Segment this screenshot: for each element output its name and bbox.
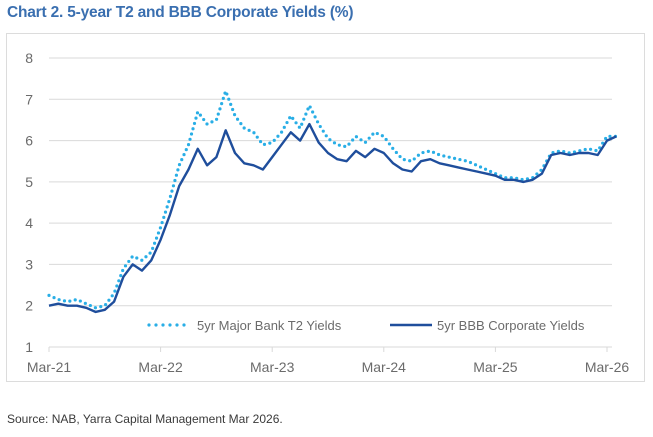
- y-tick-label: 4: [25, 215, 33, 231]
- x-tick-label: Mar-23: [250, 359, 295, 375]
- y-tick-label: 1: [25, 339, 33, 355]
- x-tick-label: Mar-24: [362, 359, 407, 375]
- x-axis-ticks: Mar-21 Mar-22 Mar-23 Mar-24 Mar-25 Mar-26: [27, 347, 630, 375]
- x-tick-label: Mar-21: [27, 359, 72, 375]
- legend-bbb-label: 5yr BBB Corporate Yields: [437, 318, 585, 333]
- series-layer: [47, 86, 618, 314]
- y-tick-label: 8: [25, 50, 33, 66]
- x-tick-label: Mar-25: [473, 359, 518, 375]
- x-tick-label: Mar-22: [138, 359, 183, 375]
- legend-t2-label: 5yr Major Bank T2 Yields: [197, 318, 342, 333]
- y-tick-label: 7: [25, 91, 33, 107]
- y-tick-label: 6: [25, 133, 33, 149]
- chart-frame: [6, 33, 645, 382]
- chart-title: Chart 2. 5-year T2 and BBB Corporate Yie…: [7, 4, 354, 21]
- gridlines: [49, 57, 612, 348]
- legend: 5yr Major Bank T2 Yields 5yr BBB Corpora…: [147, 318, 585, 333]
- series-line-bbb: [48, 122, 617, 314]
- series-line-t2: [47, 86, 618, 310]
- y-tick-label: 3: [25, 256, 33, 272]
- source-note: Source: NAB, Yarra Capital Management Ma…: [7, 412, 283, 426]
- x-tick-label: Mar-26: [585, 359, 630, 375]
- y-tick-label: 2: [25, 298, 33, 314]
- y-tick-label: 5: [25, 174, 33, 190]
- y-axis-ticks: 1 2 3 4 5 6 7 8: [25, 50, 33, 355]
